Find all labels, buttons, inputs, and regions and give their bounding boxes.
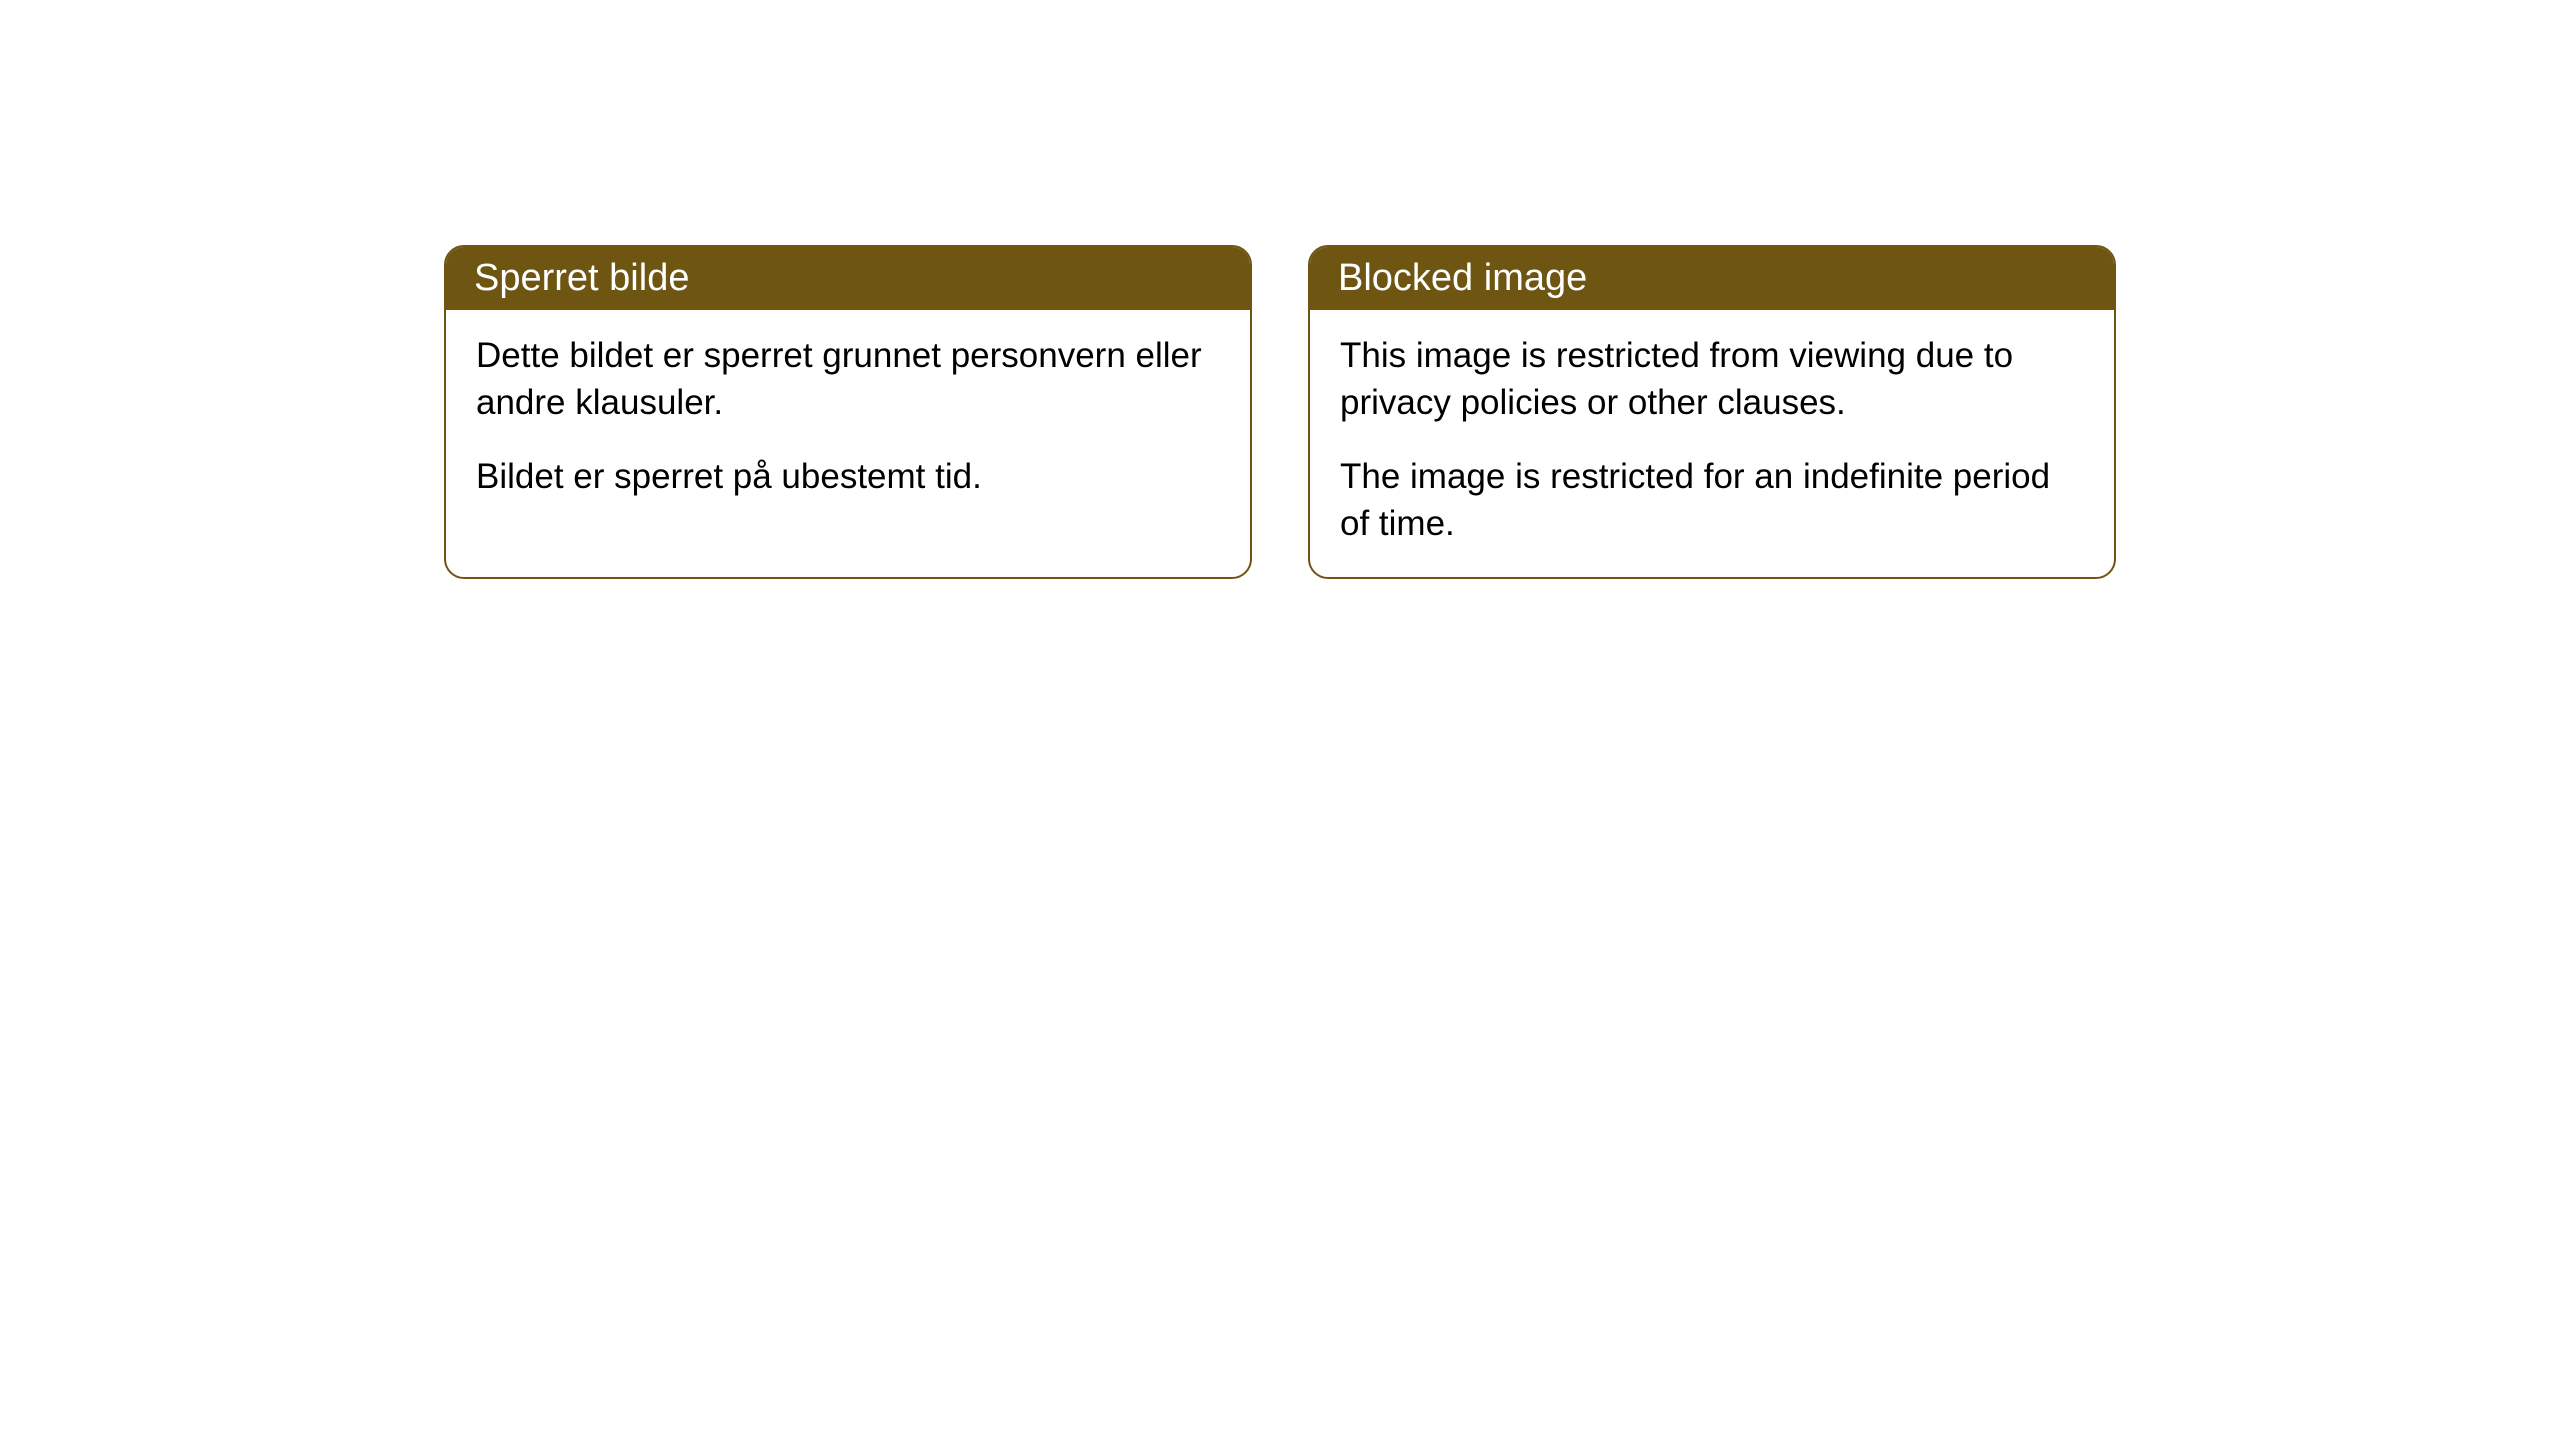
card-body-english: This image is restricted from viewing du… (1310, 310, 2114, 577)
card-text-norwegian-reason: Dette bildet er sperret grunnet personve… (476, 332, 1220, 427)
blocked-image-cards: Sperret bilde Dette bildet er sperret gr… (0, 245, 2560, 579)
blocked-image-card-english: Blocked image This image is restricted f… (1308, 245, 2116, 579)
card-text-norwegian-period: Bildet er sperret på ubestemt tid. (476, 453, 1220, 500)
card-body-norwegian: Dette bildet er sperret grunnet personve… (446, 310, 1250, 530)
blocked-image-card-norwegian: Sperret bilde Dette bildet er sperret gr… (444, 245, 1252, 579)
card-title-english: Blocked image (1310, 247, 2114, 310)
card-title-norwegian: Sperret bilde (446, 247, 1250, 310)
card-text-english-period: The image is restricted for an indefinit… (1340, 453, 2084, 548)
card-text-english-reason: This image is restricted from viewing du… (1340, 332, 2084, 427)
